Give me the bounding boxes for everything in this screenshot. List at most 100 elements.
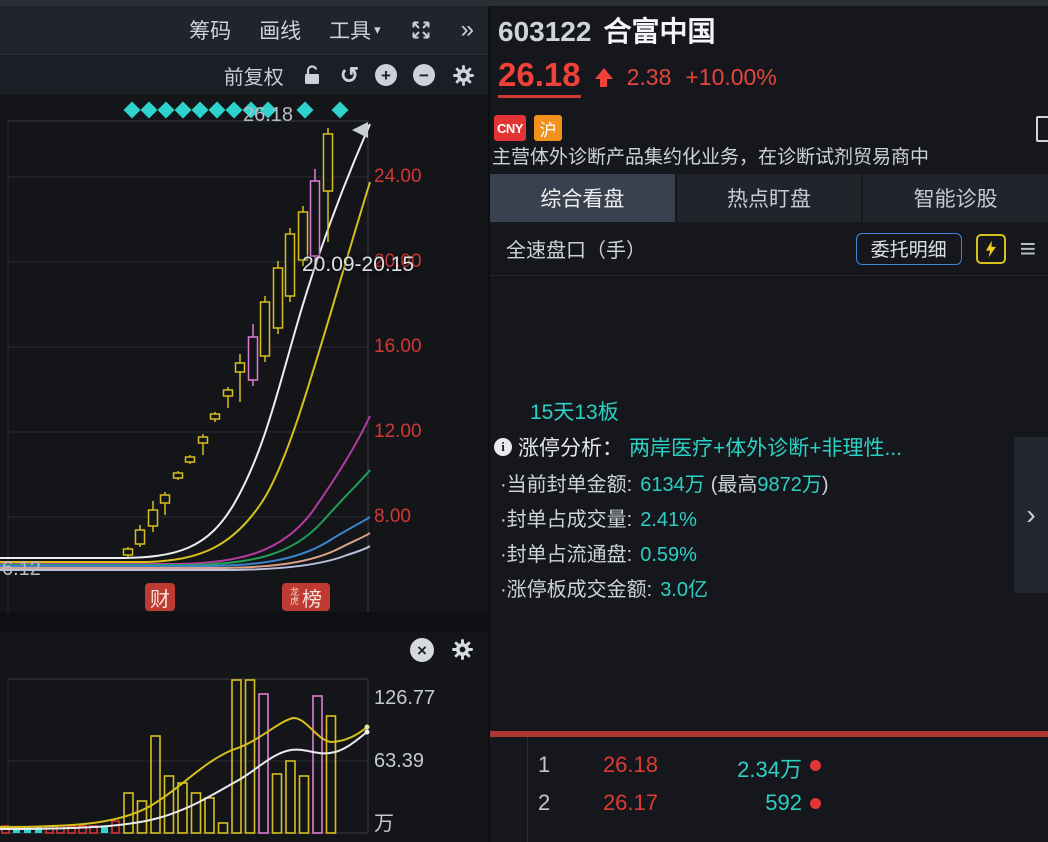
limit-up-analysis-line: i 涨停分析： 两岸医疗+体外诊断+非理性... [494, 432, 902, 462]
undo-icon[interactable]: ↺ [339, 61, 359, 88]
volume-bar [150, 735, 161, 834]
analysis-themes-link[interactable]: 两岸医疗+体外诊断+非理性... [629, 437, 903, 460]
stat-value: 3.0亿 [660, 579, 709, 601]
mini-volume-bar [78, 825, 87, 834]
stat-line: ·涨停板成交金额: 3.0亿 [500, 573, 708, 602]
volume-bar [312, 695, 323, 834]
side-panel-expander[interactable]: › [1014, 437, 1048, 593]
stat-value: 0.59% [640, 544, 697, 566]
candle-body [247, 336, 259, 381]
limit-up-streak: 15天13板 [530, 401, 619, 424]
chart-settings-gear-icon[interactable] [451, 63, 476, 88]
diamond-marker [259, 101, 277, 119]
table-row[interactable]: 2 26.17 592 [490, 785, 1048, 821]
event-badge-prefix: 龙虎 [290, 587, 300, 606]
stat-value: 2.41% [640, 509, 697, 531]
stat-line: ·封单占流通盘: 0.59% [500, 538, 697, 567]
price-axis-label: 16.00 [374, 336, 422, 357]
candle-body [134, 529, 146, 545]
orderbook-controls: 委托明细 ≡ [855, 232, 1036, 265]
price-row: 26.18 2.38 +10.00% [498, 56, 777, 98]
diamond-marker [225, 101, 243, 119]
tab-smart-diagnosis[interactable]: 智能诊股 [863, 174, 1048, 222]
candle-body [197, 436, 209, 444]
zoom-out-icon[interactable]: − [413, 64, 435, 86]
unlock-icon[interactable] [300, 63, 324, 87]
candle-body [297, 211, 309, 261]
gear-icon-glyph [452, 639, 473, 660]
stat-extra-prefix: (最高 [710, 474, 758, 496]
zoom-in-icon[interactable]: + [375, 64, 397, 86]
tab-composite-view[interactable]: 综合看盘 [490, 174, 675, 222]
price-axis-label: 8.00 [374, 506, 411, 527]
price-marker-arrow [352, 122, 368, 138]
stat-extra-value: 9872万 [757, 474, 822, 496]
vol-ma-white [0, 731, 368, 830]
volume-bar [231, 679, 242, 834]
orderbook-header: 全速盘口（手） 委托明细 ≡ [490, 222, 1048, 276]
candle-body [209, 413, 221, 420]
stat-line: ·封单占成交量: 2.41% [500, 503, 697, 532]
more-tools-button[interactable]: » [460, 16, 474, 43]
volume-bar [298, 775, 310, 834]
event-badge-ranking[interactable]: 龙虎 榜 [282, 583, 330, 611]
volume-bar [163, 775, 175, 834]
clipped-icon [1036, 116, 1048, 142]
gear-icon-glyph [453, 64, 474, 86]
event-badge-label: 财 [150, 588, 170, 611]
ma-white [0, 123, 371, 559]
analysis-label: 涨停分析： [518, 437, 623, 460]
kline-chart-canvas[interactable] [0, 95, 488, 618]
volume-chart-canvas[interactable] [0, 665, 488, 842]
stat-label: ·当前封单金额: [500, 474, 633, 496]
section-divider [490, 731, 1048, 737]
vol-ma-yellow [0, 716, 368, 828]
ma-tan [0, 532, 371, 569]
volume-unit-label: 万 [374, 813, 394, 835]
expand-arrows-icon [412, 21, 430, 39]
stat-label: ·涨停板成交金额: [500, 579, 653, 601]
close-icon[interactable]: × [410, 638, 434, 662]
ma-green [0, 469, 371, 566]
diamond-marker [208, 101, 226, 119]
tab-hotspot-watch[interactable]: 热点盯盘 [676, 174, 862, 222]
stock-code: 603122 [498, 16, 592, 47]
price-axis-label: 12.00 [374, 421, 422, 442]
lightning-button[interactable] [975, 233, 1006, 264]
volume-settings-gear-icon[interactable] [450, 637, 475, 662]
table-row[interactable]: 1 26.18 2.34万 [490, 747, 1048, 783]
price-range-label: 20.09-20.15 [302, 253, 415, 276]
toolbar-item-draw[interactable]: 画线 [259, 15, 301, 45]
toolbar-item-label: 工具 [329, 20, 372, 43]
lightning-icon [985, 240, 996, 257]
mini-volume-bar [89, 825, 98, 834]
volume-axis-label: 126.77 [374, 687, 436, 709]
candle-body [184, 456, 196, 463]
volume-bar [204, 797, 215, 834]
stat-label: ·封单占成交量: [500, 509, 633, 531]
red-dot-icon [810, 760, 821, 771]
toolbar-item-tools[interactable]: 工具 ▾ [329, 15, 381, 45]
window-top-edge [0, 0, 1048, 6]
stat-label: ·封单占流通盘: [500, 544, 633, 566]
volume-bar [217, 822, 229, 834]
stat-value: 6134万 [640, 474, 705, 496]
stat-line: ·当前封单金额: 6134万 (最高9872万) [500, 468, 829, 497]
toolbar-item-chips[interactable]: 筹码 [189, 15, 231, 45]
adjust-mode-button[interactable]: 前复权 [223, 66, 284, 89]
chart-panel: 筹码 画线 工具 ▾ » 前复权 [0, 6, 488, 842]
volume-bar [244, 679, 256, 834]
event-badge-financial[interactable]: 财 [145, 583, 175, 611]
fullscreen-icon[interactable] [409, 18, 433, 42]
ma-magenta [0, 415, 371, 565]
volume-bar [325, 715, 337, 834]
menu-icon[interactable]: ≡ [1019, 232, 1036, 264]
candle-body [172, 472, 184, 479]
order-detail-button[interactable]: 委托明细 [855, 232, 962, 265]
toolbar-item-label: 画线 [259, 20, 302, 43]
stock-name: 合富中国 [603, 16, 716, 47]
order-queue-table: 1 26.18 2.34万 2 26.17 592 [490, 737, 1048, 842]
volume-axis-label: 63.39 [374, 750, 425, 772]
badges-row: CNY 沪 [490, 112, 1048, 144]
